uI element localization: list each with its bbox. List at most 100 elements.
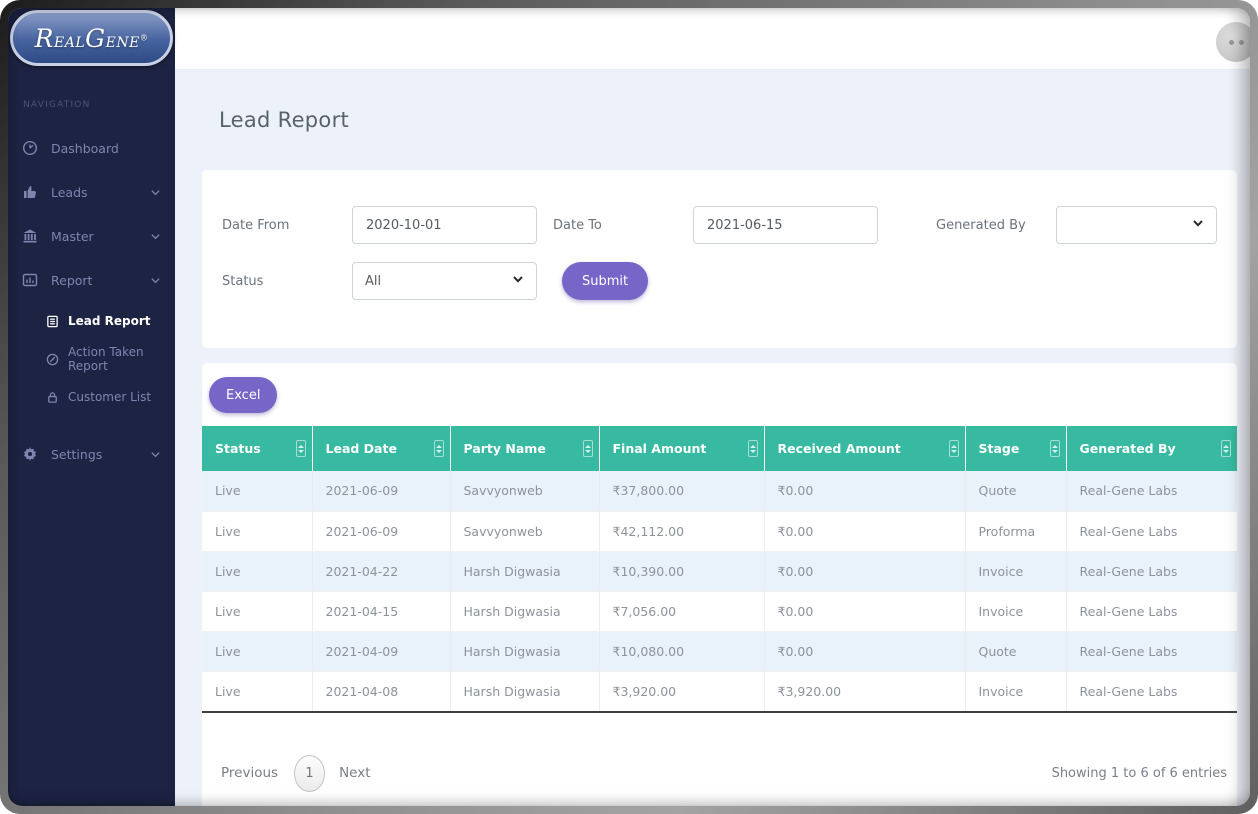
table-row: Live 2021-04-09 Harsh Digwasia ₹10,080.00 ₹0… [202, 631, 1237, 672]
sort-icon [747, 440, 758, 457]
sort-icon [582, 440, 593, 457]
chevron-down-icon [150, 275, 161, 286]
table-cell: Live [202, 671, 313, 712]
table-cell: ₹0.00 [764, 511, 966, 552]
table-cell: ₹3,920.00 [599, 671, 765, 712]
sort-icon [433, 440, 444, 457]
table-cell: ₹7,056.00 [599, 591, 765, 632]
table-cell: Live [202, 631, 313, 672]
chevron-down-icon [1192, 217, 1204, 233]
top-bar [175, 8, 1250, 70]
column-header-label: Received Amount [777, 441, 901, 456]
sort-icon [948, 440, 959, 457]
table-cell: ₹0.00 [764, 631, 966, 672]
table-cell: Harsh Digwasia [450, 671, 600, 712]
sidebar-item-label: Dashboard [51, 140, 119, 156]
table-cell: Real-Gene Labs [1066, 511, 1237, 552]
sort-icon [1049, 440, 1060, 457]
app-screen: REALGENE® NAVIGATION Dashboard Leads [8, 8, 1250, 806]
sidebar-item-leads[interactable]: Leads [8, 170, 175, 214]
gear-icon [22, 446, 38, 462]
sort-icon [295, 440, 306, 457]
date-from-input[interactable] [352, 206, 537, 244]
table-cell: 2021-04-22 [312, 551, 451, 592]
table-cell: 2021-06-09 [312, 471, 451, 512]
chevron-down-icon [150, 187, 161, 198]
table-cell: Harsh Digwasia [450, 551, 600, 592]
table-cell: Invoice [965, 671, 1067, 712]
table-row: Live 2021-04-08 Harsh Digwasia ₹3,920.00 ₹3,… [202, 671, 1237, 712]
column-header-party-name[interactable]: Party Name [450, 426, 600, 471]
dashboard-icon [22, 140, 38, 156]
table-cell: Harsh Digwasia [450, 591, 600, 632]
chevron-down-icon [150, 449, 161, 460]
table-cell: Invoice [965, 551, 1067, 592]
column-header-final-amount[interactable]: Final Amount [599, 426, 765, 471]
column-header-received-amount[interactable]: Received Amount [764, 426, 966, 471]
sidebar-item-master[interactable]: Master [8, 214, 175, 258]
table-cell: Live [202, 471, 313, 512]
next-page-button[interactable]: Next [339, 765, 371, 781]
floating-widget-button[interactable] [1216, 22, 1250, 62]
table-cell: ₹37,800.00 [599, 471, 765, 512]
table-cell: 2021-06-09 [312, 511, 451, 552]
chevron-down-icon [150, 231, 161, 242]
sort-icon [1221, 440, 1231, 457]
lock-icon [46, 391, 59, 404]
table-cell: Real-Gene Labs [1066, 631, 1237, 672]
table-row: Live 2021-06-09 Savvyonweb ₹42,112.00 ₹0.00 P… [202, 511, 1237, 552]
table-cell: ₹10,390.00 [599, 551, 765, 592]
brand-logo-text: REALGENE® [34, 23, 149, 53]
generated-by-label: Generated By [936, 217, 1026, 233]
column-header-label: Final Amount [612, 441, 707, 456]
date-to-input[interactable] [693, 206, 878, 244]
sidebar-item-dashboard[interactable]: Dashboard [8, 126, 175, 170]
pencil-circle-icon [46, 353, 59, 366]
sidebar-item-report[interactable]: Report [8, 258, 175, 302]
table-cell: 2021-04-08 [312, 671, 451, 712]
table-cell: Quote [965, 471, 1067, 512]
sidebar-item-label: Leads [51, 184, 88, 200]
sidebar-item-settings[interactable]: Settings [8, 432, 175, 476]
chart-icon [22, 272, 38, 288]
column-header-lead-date[interactable]: Lead Date [312, 426, 451, 471]
sidebar-item-label: Report [51, 272, 93, 288]
entries-summary: Showing 1 to 6 of 6 entries [1051, 765, 1227, 781]
list-icon [46, 315, 59, 328]
table-cell: Savvyonweb [450, 471, 600, 512]
table-cell: ₹3,920.00 [764, 671, 966, 712]
column-header-stage[interactable]: Stage [965, 426, 1067, 471]
table-cell: Proforma [965, 511, 1067, 552]
table-cell: ₹42,112.00 [599, 511, 765, 552]
date-to-label: Date To [553, 217, 602, 233]
sidebar-subitem-label: Customer List [68, 390, 152, 404]
column-header-label: Party Name [463, 441, 546, 456]
sidebar-item-label: Master [51, 228, 94, 244]
table-cell: Real-Gene Labs [1066, 551, 1237, 592]
table-cell: Invoice [965, 591, 1067, 632]
table-row: Live 2021-06-09 Savvyonweb ₹37,800.00 ₹0.00 Q… [202, 471, 1237, 512]
previous-page-button[interactable]: Previous [221, 765, 279, 781]
table-header: Status Lead Date Party Name Final Amount Rec… [202, 426, 1237, 471]
column-header-label: Stage [978, 441, 1020, 456]
table-cell: Live [202, 591, 313, 632]
table-cell: Real-Gene Labs [1066, 671, 1237, 712]
column-header-label: Generated By [1079, 441, 1176, 456]
leads-icon [22, 184, 38, 200]
sidebar-subitem-label: Action Taken Report [68, 345, 144, 373]
generated-by-select[interactable] [1056, 206, 1217, 244]
table-row: Live 2021-04-15 Harsh Digwasia ₹7,056.00 ₹0.… [202, 591, 1237, 632]
excel-export-button[interactable]: Excel [209, 377, 278, 413]
report-table: Status Lead Date Party Name Final Amount Rec… [202, 426, 1237, 713]
table-cell: Real-Gene Labs [1066, 471, 1237, 512]
submit-button[interactable]: Submit [562, 262, 649, 300]
column-header-generated-by[interactable]: Generated By [1066, 426, 1237, 471]
sidebar-subitem-lead-report[interactable]: Lead Report [8, 302, 175, 340]
sidebar-subitem-action-taken-report[interactable]: Action Taken Report [8, 340, 175, 378]
column-header-status[interactable]: Status [202, 426, 313, 471]
status-select[interactable]: All [352, 262, 537, 300]
brand-logo[interactable]: REALGENE® [10, 10, 173, 66]
page-number-button[interactable]: 1 [294, 754, 326, 792]
sidebar-subitem-customer-list[interactable]: Customer List [8, 378, 175, 416]
